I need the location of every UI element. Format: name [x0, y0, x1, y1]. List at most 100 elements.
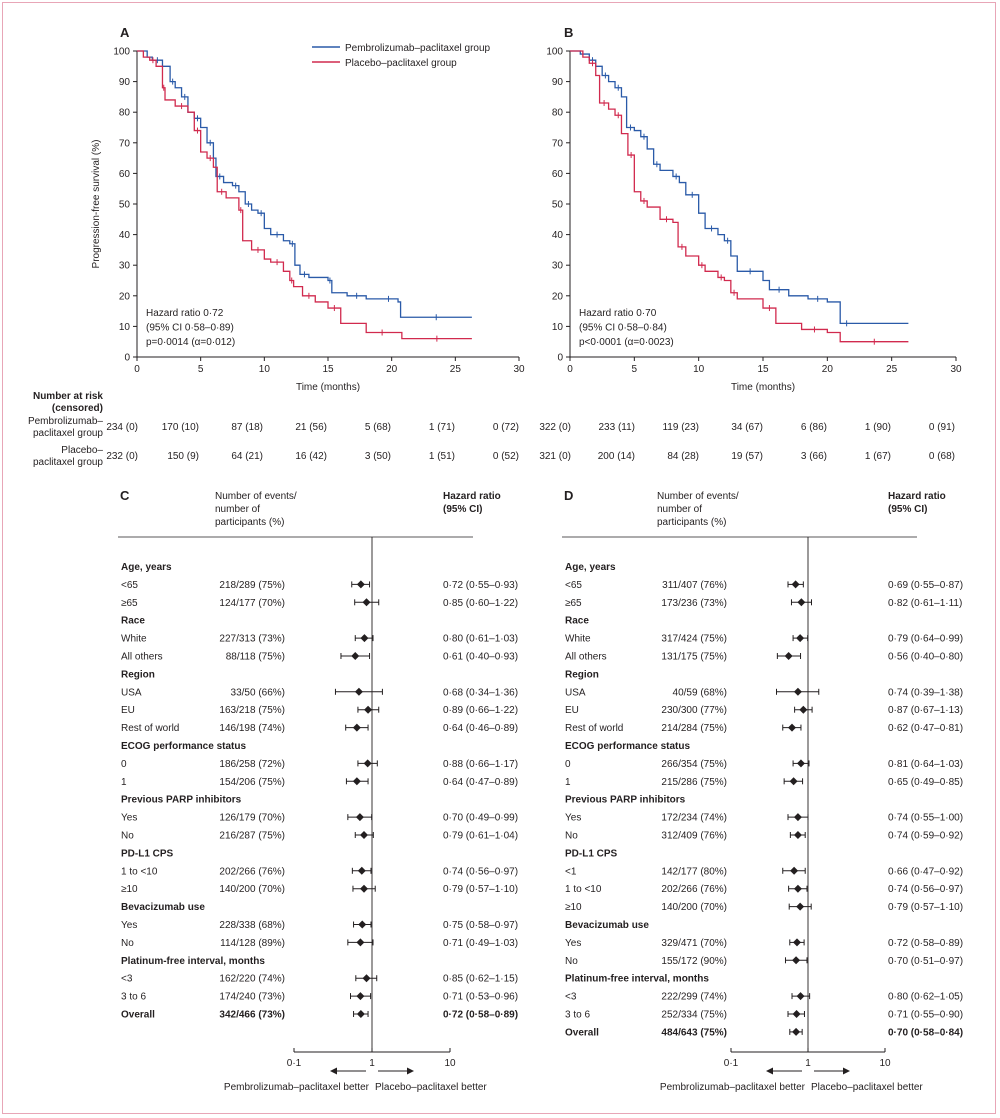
hazard-ratio-value: 0·71 (0·53–0·96)	[443, 992, 518, 1003]
subgroup-label: 3 to 6	[565, 1010, 590, 1021]
risk-number: 0 (52)	[493, 451, 519, 462]
risk-number: 19 (57)	[731, 451, 763, 462]
subgroup-label: Yes	[565, 813, 581, 824]
risk-number: 64 (21)	[231, 451, 263, 462]
subgroup-header: Bevacizumab use	[121, 902, 205, 913]
arrow-head	[843, 1067, 850, 1075]
events-value: 173/236 (73%)	[661, 598, 727, 609]
y-tick-label: 50	[552, 200, 564, 211]
legend-label-placebo: Placebo–paclitaxel group	[345, 58, 457, 69]
hazard-ratio-marker	[797, 598, 806, 607]
subgroup-header: Platinum-free interval, months	[565, 974, 709, 985]
column-header-hazard-ratio: Hazard ratio	[888, 491, 946, 502]
hazard-ratio-value: 0·74 (0·39–1·38)	[888, 687, 963, 698]
panel-label: C	[120, 488, 130, 503]
risk-number: 5 (68)	[365, 422, 391, 433]
subgroup-header: PD-L1 CPS	[565, 848, 618, 859]
hazard-ratio-value: 0·62 (0·47–0·81)	[888, 723, 963, 734]
y-tick-label: 90	[552, 77, 564, 88]
events-value: 252/334 (75%)	[661, 1010, 727, 1021]
y-tick-label: 70	[119, 138, 131, 149]
x-tick-label: 0	[567, 364, 573, 375]
subgroup-label: All others	[121, 652, 163, 663]
hazard-ratio-value: 0·61 (0·40–0·93)	[443, 652, 518, 663]
hazard-ratio-value: 0·74 (0·56–0·97)	[888, 884, 963, 895]
hazard-ratio-value: 0·71 (0·55–0·90)	[888, 1010, 963, 1021]
events-value: 266/354 (75%)	[661, 759, 727, 770]
hazard-ratio-marker	[360, 831, 369, 839]
events-value: 163/218 (75%)	[219, 705, 285, 716]
risk-number: 3 (50)	[365, 451, 391, 462]
events-value: 214/284 (75%)	[661, 723, 727, 734]
x-tick-label: 0	[134, 364, 140, 375]
km-curve-pembro	[137, 50, 472, 318]
y-tick-label: 30	[119, 261, 131, 272]
column-header-events: Number of events/	[215, 491, 297, 502]
y-tick-label: 0	[557, 353, 563, 364]
y-tick-label: 20	[119, 291, 131, 302]
favours-right-label: Placebo–paclitaxel better	[375, 1082, 487, 1093]
hazard-ratio-marker	[790, 866, 799, 875]
subgroup-header: Race	[121, 616, 145, 627]
hazard-ratio-marker	[793, 687, 802, 696]
subgroup-header: Platinum-free interval, months	[121, 956, 265, 967]
favours-left-label: Pembrolizumab–paclitaxel better	[224, 1082, 370, 1093]
events-value: 317/424 (75%)	[661, 634, 727, 645]
events-value: 216/287 (75%)	[219, 831, 285, 842]
risk-table-header: Number at risk	[33, 391, 103, 402]
hazard-ratio-value: 0·68 (0·34–1·36)	[443, 687, 518, 698]
hazard-ratio-value: 0·70 (0·51–0·97)	[888, 956, 963, 967]
risk-number: 1 (67)	[865, 451, 891, 462]
subgroup-label: Yes	[121, 813, 137, 824]
forest-panel-d: D Number of events/number of participants …	[562, 488, 963, 1093]
x-tick-label: 5	[632, 364, 638, 375]
hazard-ratio-value: 0·69 (0·55–0·87)	[888, 580, 963, 591]
events-value: 155/172 (90%)	[661, 956, 727, 967]
km-curve-placebo	[137, 50, 472, 340]
risk-row-label: Placebo–	[61, 445, 103, 456]
hazard-ratio-marker	[788, 723, 797, 732]
subgroup-label: ≥65	[565, 598, 582, 609]
events-value: 131/175 (75%)	[661, 652, 727, 663]
hazard-ratio-marker	[356, 938, 365, 947]
hazard-ratio-marker	[793, 938, 802, 947]
subgroup-label: 3 to 6	[121, 992, 146, 1003]
y-tick-label: 50	[119, 200, 131, 211]
y-tick-label: 100	[546, 47, 563, 58]
events-value: 126/179 (70%)	[219, 813, 285, 824]
hazard-ratio-marker	[784, 652, 793, 660]
subgroup-label: 1 to <10	[121, 866, 158, 877]
hazard-ratio-value: 0·56 (0·40–0·80)	[888, 652, 963, 663]
hazard-ratio-marker	[354, 687, 363, 696]
hazard-ratio-value: 0·79 (0·57–1·10)	[888, 902, 963, 913]
x-axis-title: Time (months)	[296, 382, 360, 393]
y-tick-label: 30	[552, 261, 564, 272]
risk-number: 84 (28)	[667, 451, 699, 462]
y-tick-label: 100	[113, 47, 130, 58]
hazard-ratio-marker	[352, 777, 361, 786]
hazard-ratio-value: 0·65 (0·49–0·85)	[888, 777, 963, 788]
hazard-ratio-value: 0·85 (0·62–1·15)	[443, 974, 518, 985]
risk-row-label: paclitaxel group	[33, 457, 103, 468]
hazard-ratio-marker	[356, 580, 365, 589]
events-value: 142/177 (80%)	[661, 866, 727, 877]
events-value: 329/471 (70%)	[661, 938, 727, 949]
subgroup-label: USA	[121, 687, 142, 698]
hazard-ratio-marker	[796, 634, 805, 643]
hazard-ratio-value: 0·87 (0·67–1·13)	[888, 705, 963, 716]
hazard-ratio-value: 0·74 (0·59–0·92)	[888, 831, 963, 842]
risk-number: 1 (71)	[429, 422, 455, 433]
subgroup-label: <3	[121, 974, 133, 985]
risk-number: 1 (90)	[865, 422, 891, 433]
x-tick-label: 1	[805, 1058, 811, 1069]
subgroup-label: Rest of world	[121, 723, 179, 734]
hazard-ratio-value: 0·70 (0·58–0·84)	[888, 1027, 963, 1038]
hazard-ratio-marker	[792, 1010, 801, 1018]
km-curve-placebo	[570, 50, 909, 343]
events-value: 342/466 (73%)	[219, 1010, 285, 1021]
hazard-ratio-value: 0·72 (0·55–0·93)	[443, 580, 518, 591]
subgroup-header: Region	[121, 669, 155, 680]
subgroup-label: No	[565, 956, 578, 967]
events-value: 202/266 (76%)	[219, 866, 285, 877]
hazard-ratio-value: 0·74 (0·55–1·00)	[888, 813, 963, 824]
